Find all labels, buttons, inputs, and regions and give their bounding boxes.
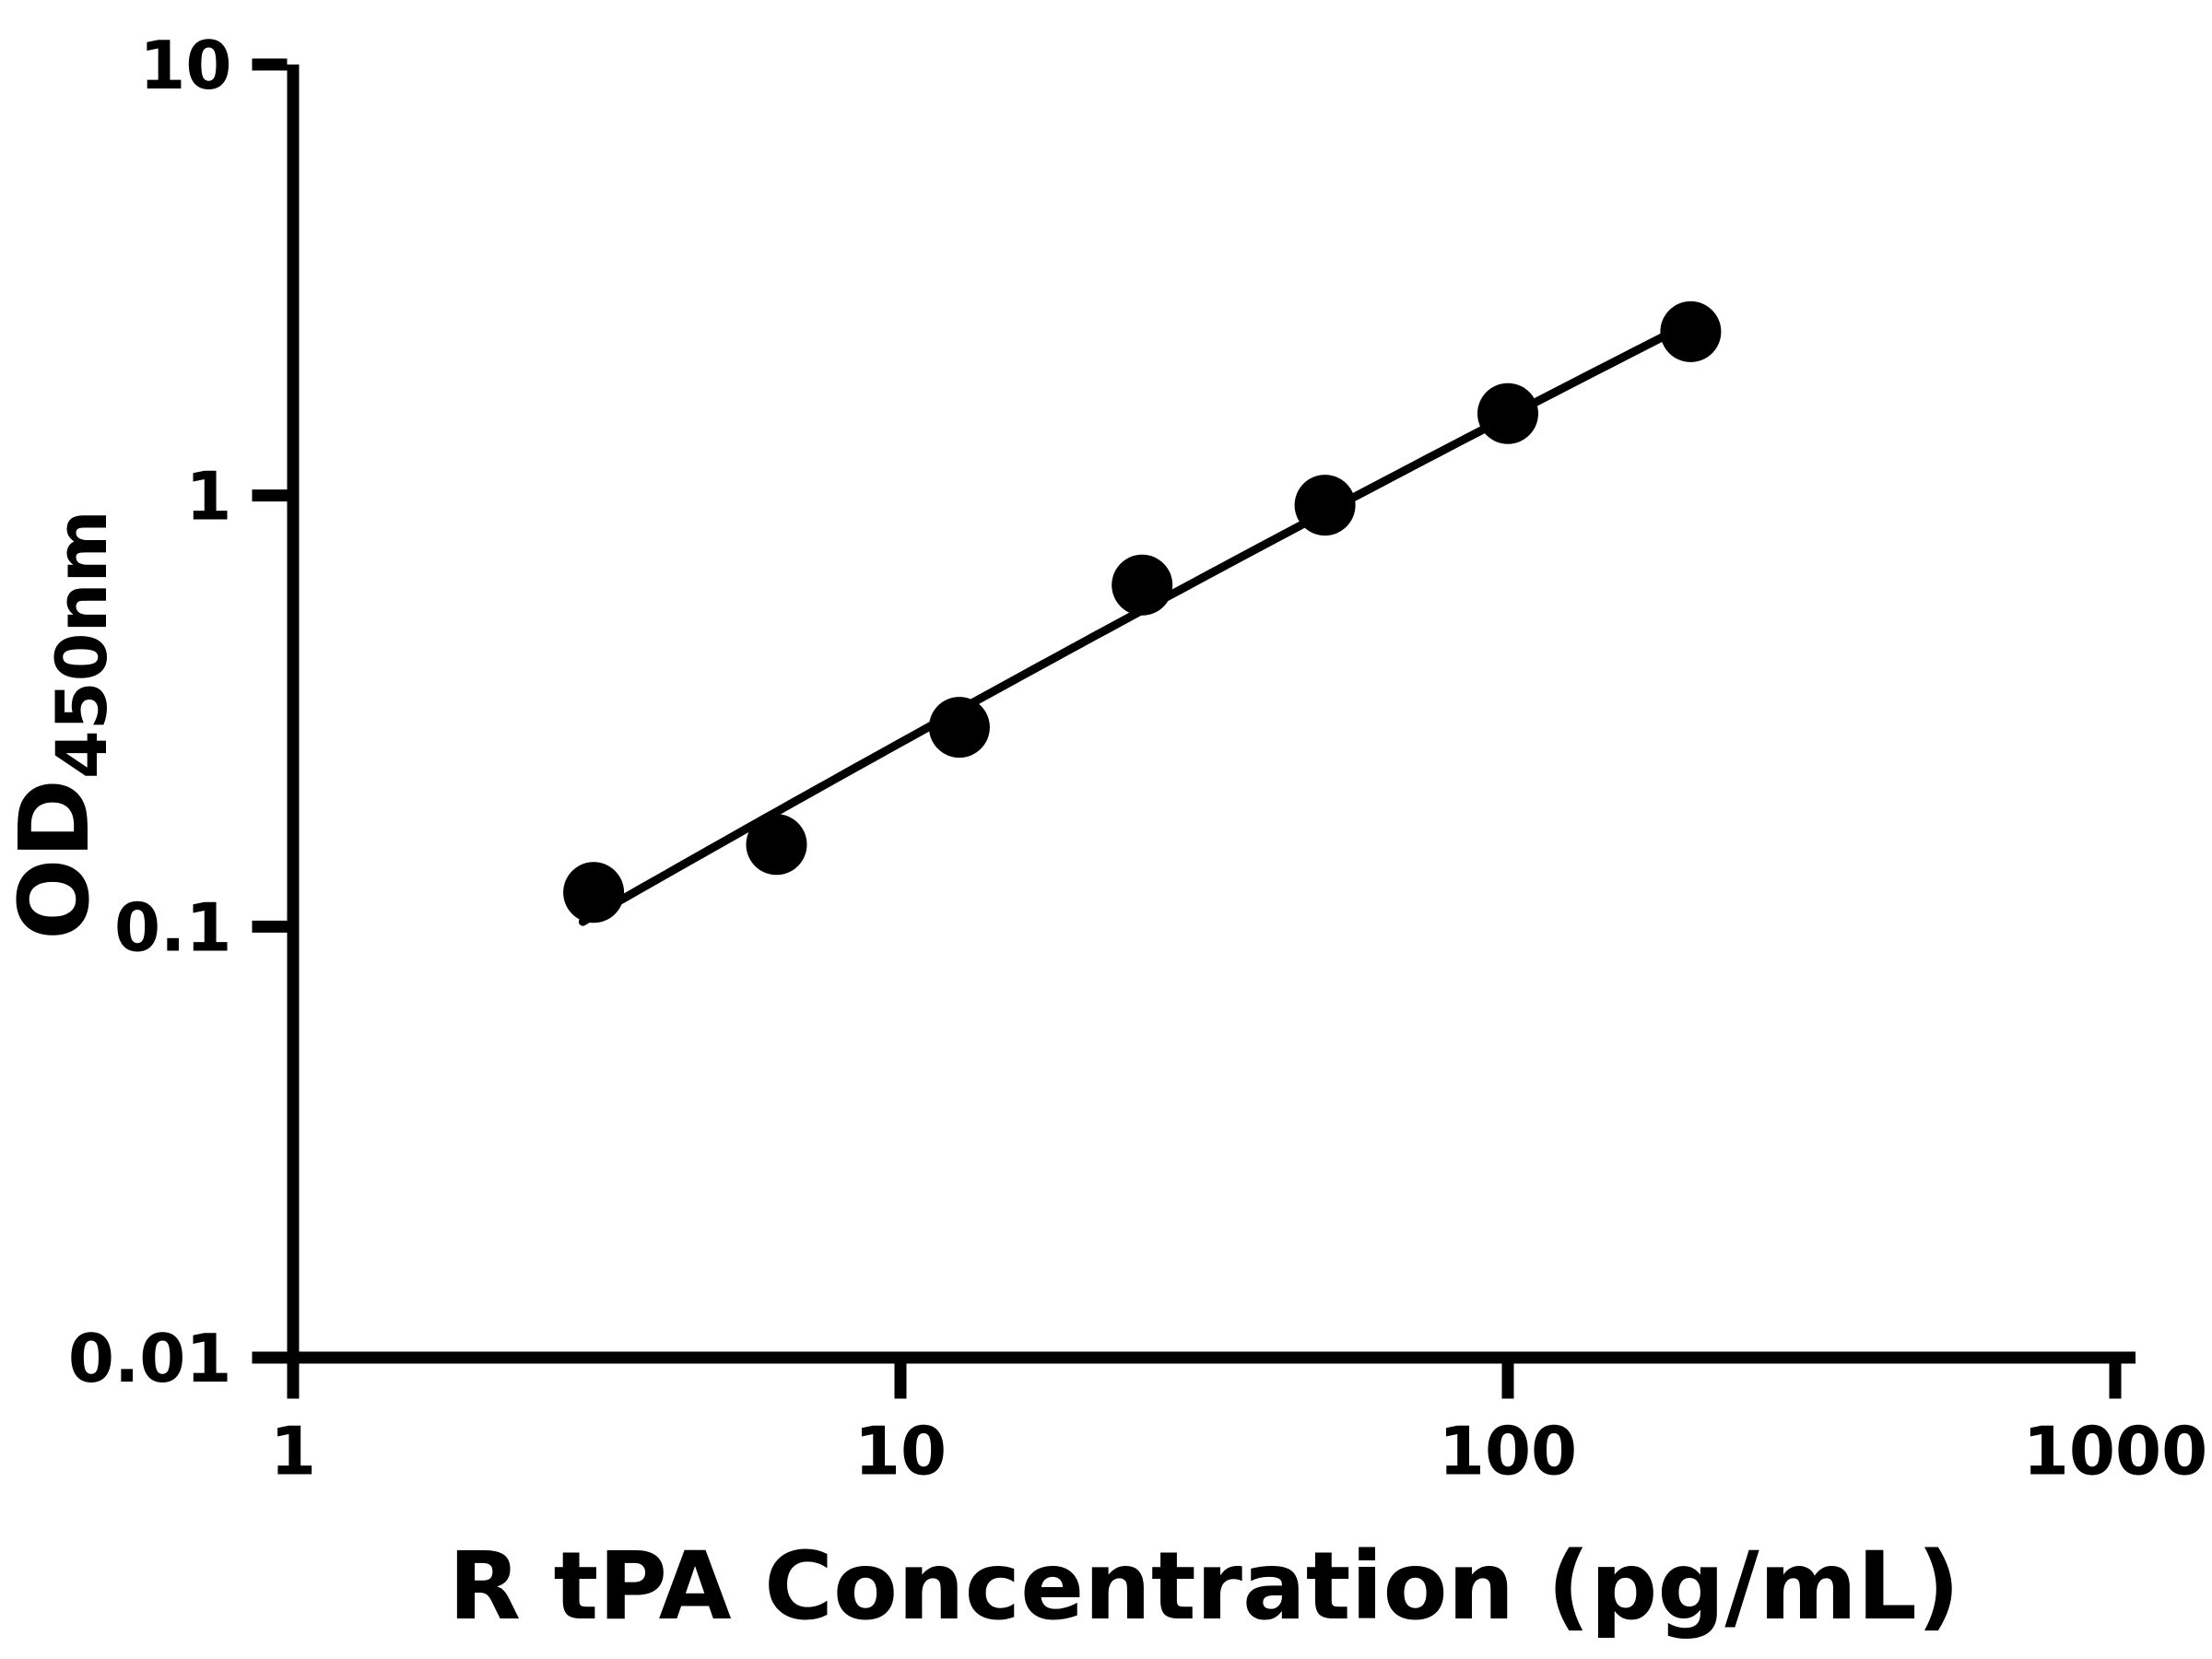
y-tick-label: 10 bbox=[139, 27, 231, 104]
y-tick-label: 0.1 bbox=[114, 888, 232, 966]
x-tick-label: 1000 bbox=[2023, 1413, 2207, 1490]
x-tick-label: 10 bbox=[854, 1413, 947, 1490]
y-tick-label: 0.01 bbox=[68, 1320, 232, 1397]
data-point bbox=[746, 814, 807, 876]
data-point bbox=[928, 697, 990, 759]
x-tick-label: 100 bbox=[1439, 1413, 1577, 1490]
x-axis-title: R tPA Concentration (pg/mL) bbox=[448, 1532, 1959, 1641]
data-point bbox=[1294, 475, 1356, 536]
x-tick-label: 1 bbox=[270, 1413, 316, 1490]
data-point bbox=[1477, 382, 1538, 444]
data-point bbox=[1112, 554, 1173, 616]
y-axis-title: OD450nm bbox=[0, 510, 123, 940]
data-point bbox=[1660, 300, 1722, 362]
data-point bbox=[563, 862, 625, 924]
y-tick-label: 1 bbox=[185, 458, 231, 535]
